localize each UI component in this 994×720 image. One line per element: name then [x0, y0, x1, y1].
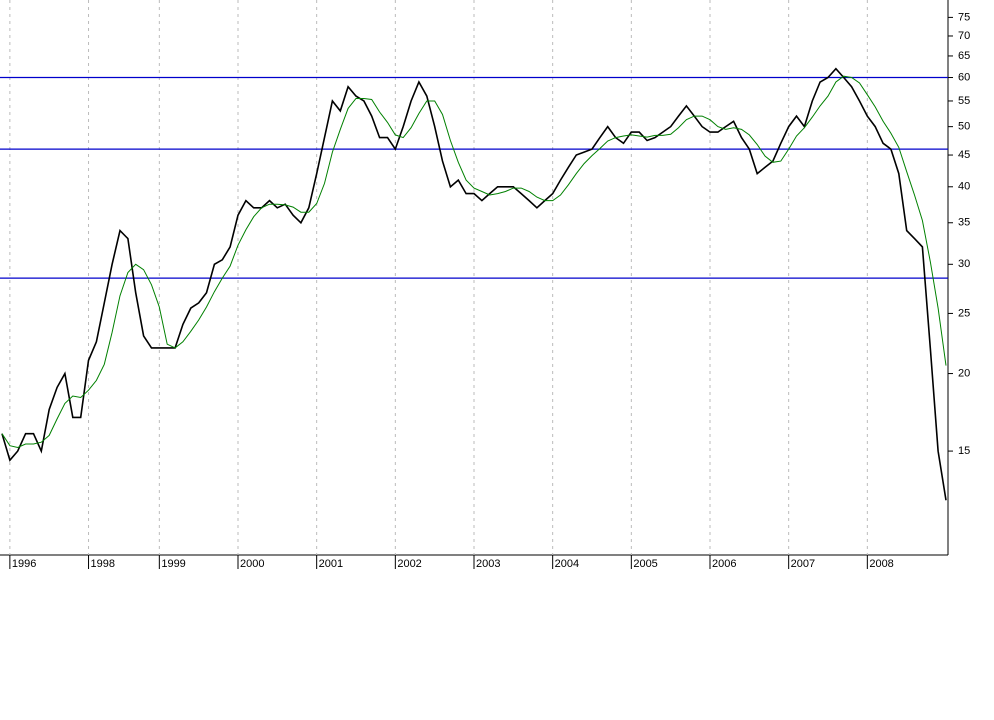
price-line [1, 67, 947, 501]
x-tick-label: 2002 [397, 558, 421, 570]
x-tick-label: 2003 [476, 558, 500, 570]
x-tick-label: 2000 [240, 558, 264, 570]
y-tick-label: 35 [958, 217, 970, 229]
y-tick-label: 50 [958, 121, 970, 133]
x-tick-label: 1996 [12, 558, 36, 570]
y-tick-label: 65 [958, 50, 970, 62]
y-tick-label: 55 [958, 95, 970, 107]
x-tick-label: 2004 [555, 558, 579, 570]
y-tick-label: 40 [958, 181, 970, 193]
x-tick-label: 1998 [91, 558, 115, 570]
y-tick-label: 30 [958, 258, 970, 270]
y-tick-label: 70 [958, 30, 970, 42]
y-tick-label: 45 [958, 149, 970, 161]
y-tick-label: 15 [958, 445, 970, 457]
price-line [1, 75, 947, 449]
y-tick-label: 25 [958, 307, 970, 319]
x-tick-label: 2008 [869, 558, 893, 570]
x-tick-label: 2005 [633, 558, 657, 570]
x-tick-label: 1999 [161, 558, 185, 570]
x-tick-label: 2001 [319, 558, 343, 570]
y-tick-label: 60 [958, 71, 970, 83]
y-tick-label: 75 [958, 11, 970, 23]
x-tick-label: 2006 [712, 558, 736, 570]
x-tick-label: 2007 [791, 558, 815, 570]
y-tick-label: 20 [958, 367, 970, 379]
